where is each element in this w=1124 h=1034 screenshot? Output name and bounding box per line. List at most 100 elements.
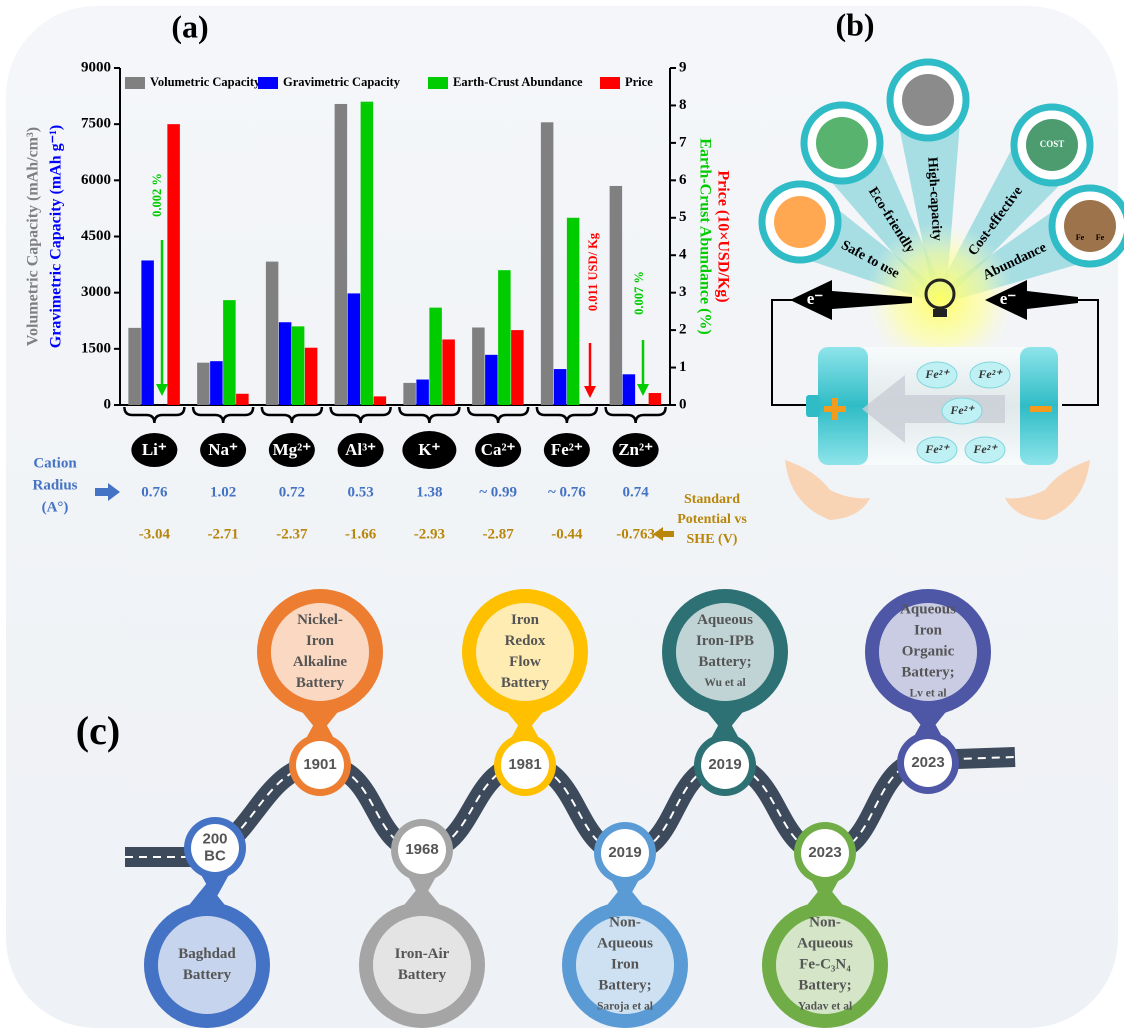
bar (472, 327, 485, 405)
bar (622, 374, 636, 405)
event-label: Battery (501, 675, 550, 691)
event-label: Iron (611, 956, 640, 972)
bulb-glow (865, 223, 1015, 373)
bar (265, 261, 279, 405)
event-label: Alkaline (293, 654, 348, 670)
year-marker-inner (191, 824, 239, 872)
cation-radius: 0.72 (279, 484, 305, 500)
legend-label: Gravimetric Capacity (283, 75, 401, 89)
y-tick-label: 3000 (81, 284, 111, 300)
legend-swatch (600, 77, 620, 89)
bar (511, 330, 524, 405)
bar (360, 101, 374, 405)
cation-radius: 1.02 (210, 484, 236, 500)
category-badge (268, 433, 315, 467)
ion (941, 397, 983, 425)
annotation-arrowhead (156, 384, 168, 396)
event-year: 200 (202, 830, 227, 847)
bulb-base (933, 309, 947, 317)
bar (128, 327, 141, 405)
bar (334, 103, 348, 406)
panel-label: (a) (171, 8, 208, 44)
brace (123, 406, 186, 424)
bulb (924, 278, 956, 310)
event-bubble-inner (676, 603, 774, 701)
y2-tick-label: 6 (679, 172, 687, 188)
ion-label: Fe²⁺ (924, 367, 950, 381)
event-label: Battery; (598, 977, 651, 993)
x-tick-label: Fe²⁺ (551, 440, 583, 459)
y2-tick-label: 7 (679, 134, 687, 150)
event-bubble-inner (776, 916, 874, 1014)
feature-icon (816, 117, 868, 169)
bar (540, 122, 554, 406)
bar (498, 270, 511, 405)
brace (535, 406, 599, 424)
standard-potential: -0.44 (551, 526, 583, 542)
y2-tick-label: 9 (679, 59, 687, 75)
event-label: Non- (609, 914, 641, 930)
category-badge (337, 433, 384, 467)
category-badge (543, 433, 590, 467)
event-bubble-tint (776, 916, 874, 1014)
event-author: Saroja et al (597, 1001, 653, 1013)
event-label: Nickel- (297, 612, 343, 628)
y-axis-title: Volumetric Capacity (mAh/cm³) (25, 127, 42, 346)
ion (964, 436, 1006, 464)
y2-axis-title: Price (10×USD/Kg) (714, 170, 731, 302)
row-label: Cation (33, 455, 77, 471)
standard-potential: -0.763 (616, 526, 655, 542)
event-bubble-inner (476, 603, 574, 701)
year-marker-inner (801, 829, 849, 877)
event-label: Aqueous (597, 935, 653, 951)
event-label: Iron (306, 633, 335, 649)
bar (566, 217, 580, 405)
electron-label: e⁻ (807, 289, 824, 308)
cation-radius: 0.76 (141, 484, 168, 500)
legend-label: Volumetric Capacity (150, 75, 261, 89)
bag-label: Fe (1076, 233, 1085, 242)
bar (223, 300, 236, 405)
feature-icon (774, 196, 826, 248)
plus-sign (824, 398, 846, 420)
legend-label: Earth-Crust Abundance (453, 75, 583, 89)
cation-radius: 0.74 (623, 484, 650, 500)
year-marker-inner (398, 826, 446, 874)
electron-label: e⁻ (1000, 289, 1017, 308)
cation-radius: 0.53 (348, 484, 374, 500)
event-label: Battery (296, 675, 345, 691)
event-label: Non- (809, 914, 841, 930)
electron-arrow (985, 280, 1078, 320)
standard-potential: -2.87 (483, 526, 515, 542)
panel-label: (b) (835, 6, 874, 42)
hand (1005, 460, 1090, 520)
cation-radius: ~ 0.76 (548, 484, 586, 500)
hand (785, 460, 870, 520)
event-year: 1981 (508, 756, 541, 773)
event-bubble-inner (271, 603, 369, 701)
y-tick-label: 6000 (81, 172, 111, 188)
annotation-arrowhead (637, 384, 649, 396)
standard-potential: -2.71 (208, 526, 239, 542)
event-bubble-tint (373, 916, 471, 1014)
annotation: 0.007 % (632, 271, 646, 315)
event-bubble-inner (373, 916, 471, 1014)
row-arrow (95, 483, 120, 501)
event-bubble-inner (158, 916, 256, 1014)
electron-arrow (790, 280, 912, 320)
event-label: Iron (914, 622, 943, 638)
panel-label: (c) (76, 708, 120, 753)
brace (466, 406, 530, 424)
ion (969, 361, 1011, 389)
event-label: Aqueous (900, 601, 956, 617)
event-author: Wu et al (704, 677, 745, 689)
event-label: Flow (509, 654, 541, 670)
bar (278, 322, 292, 405)
event-label: Battery (398, 967, 447, 983)
bar (442, 339, 455, 405)
bar (429, 307, 442, 405)
bag-label: Fe (1096, 233, 1105, 242)
event-bubble-inner (576, 916, 674, 1014)
row-label: (A°) (42, 499, 69, 515)
